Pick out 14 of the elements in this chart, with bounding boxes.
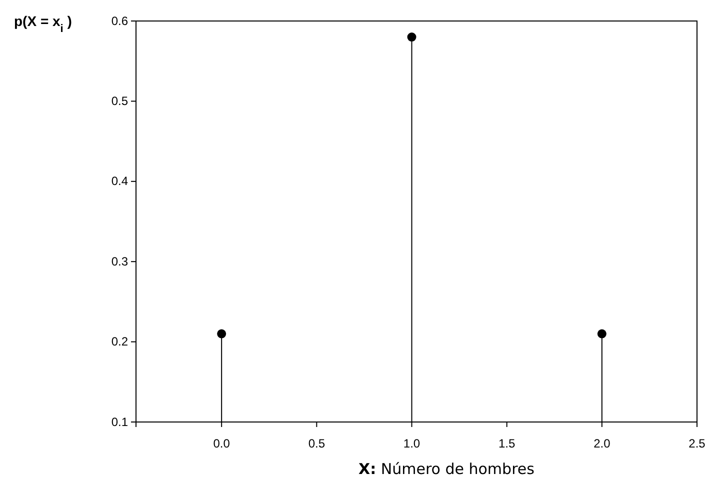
y-tick-label: 0.2 — [111, 334, 128, 349]
x-tick-label: 2.0 — [594, 436, 611, 451]
x-tick-label: 0.0 — [213, 436, 230, 451]
x-tick-label: 2.5 — [688, 436, 706, 451]
y-tick-label: 0.5 — [111, 94, 128, 108]
y-tick-label: 0.1 — [111, 414, 128, 429]
x-tick-label: 1.0 — [403, 436, 420, 451]
y-axis-title: p(X = x$_{i}$ ) — [14, 13, 72, 35]
y-tick-label: 0.3 — [111, 254, 128, 268]
x-tick-label: 0.5 — [308, 436, 326, 451]
x-axis-title: X: Número de hombres — [358, 460, 535, 478]
y-tick-label: 0.4 — [111, 174, 128, 188]
x-tick-label: 1.5 — [498, 436, 516, 451]
y-tick-label: 0.6 — [111, 14, 128, 28]
